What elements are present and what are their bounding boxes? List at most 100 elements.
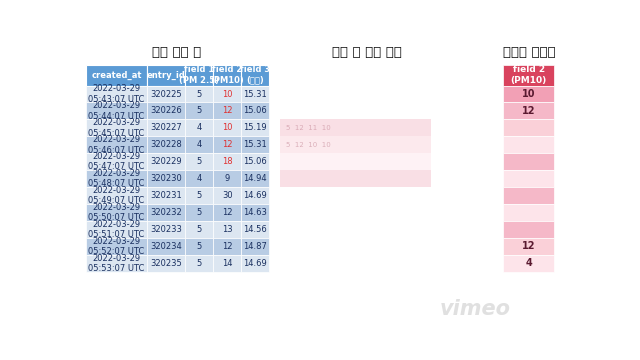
Bar (503, 136, 554, 153)
Bar (503, 103, 554, 120)
Bar (86, 153, 147, 170)
Text: 320235: 320235 (150, 259, 182, 268)
Text: 320230: 320230 (150, 174, 182, 183)
Text: 5: 5 (196, 225, 202, 234)
Bar (241, 103, 269, 120)
Bar (186, 103, 213, 120)
Bar (241, 86, 269, 103)
Bar (241, 238, 269, 255)
Text: 12: 12 (522, 242, 536, 252)
Text: 보정된 데이터: 보정된 데이터 (503, 46, 556, 59)
Text: 14.56: 14.56 (243, 225, 267, 234)
Bar (186, 221, 213, 238)
Text: 14.69: 14.69 (243, 259, 267, 268)
Bar (213, 170, 241, 187)
Bar (213, 136, 241, 153)
Text: 320225: 320225 (150, 90, 182, 99)
Text: 15.31: 15.31 (243, 140, 267, 149)
Bar (86, 103, 147, 120)
Bar (213, 86, 241, 103)
Bar (241, 153, 269, 170)
Text: 4: 4 (196, 174, 202, 183)
Text: 5: 5 (196, 242, 202, 251)
Bar (86, 221, 147, 238)
Bar (147, 255, 186, 272)
Bar (213, 255, 241, 272)
Bar (186, 120, 213, 136)
Text: field 3
(온도): field 3 (온도) (240, 66, 270, 85)
Bar (147, 153, 186, 170)
Bar (280, 136, 431, 153)
Text: 320229: 320229 (150, 157, 182, 166)
Text: 14.69: 14.69 (243, 191, 267, 200)
Bar (241, 136, 269, 153)
Bar (503, 153, 554, 170)
Bar (213, 221, 241, 238)
Text: 30: 30 (222, 191, 232, 200)
Bar (186, 86, 213, 103)
Text: 14: 14 (222, 259, 232, 268)
Bar (503, 170, 554, 187)
Text: 320232: 320232 (150, 208, 182, 217)
Bar (147, 120, 186, 136)
Text: 10: 10 (222, 123, 232, 132)
Bar (241, 65, 269, 86)
Bar (241, 187, 269, 204)
Bar (186, 136, 213, 153)
Text: 2022-03-29
05:44:07 UTC: 2022-03-29 05:44:07 UTC (88, 101, 145, 121)
Text: 5: 5 (196, 157, 202, 166)
Bar (503, 86, 554, 103)
Text: 2022-03-29
05:43:07 UTC: 2022-03-29 05:43:07 UTC (88, 84, 145, 104)
Text: 4: 4 (525, 258, 532, 269)
Text: 12: 12 (222, 140, 232, 149)
Bar (86, 120, 147, 136)
Text: 14.94: 14.94 (243, 174, 267, 183)
Text: 15.31: 15.31 (243, 90, 267, 99)
Text: 2022-03-29
05:46:07 UTC: 2022-03-29 05:46:07 UTC (88, 135, 145, 154)
Bar (147, 238, 186, 255)
Text: 2022-03-29
05:51:07 UTC: 2022-03-29 05:51:07 UTC (88, 220, 145, 239)
Bar (147, 221, 186, 238)
Text: 2022-03-29
05:45:07 UTC: 2022-03-29 05:45:07 UTC (88, 118, 145, 138)
Text: 12: 12 (222, 242, 232, 251)
Bar (280, 170, 431, 187)
Bar (280, 153, 431, 170)
Text: 320228: 320228 (150, 140, 182, 149)
Text: 12: 12 (222, 208, 232, 217)
Text: entry_id: entry_id (147, 71, 186, 80)
Bar (213, 65, 241, 86)
Bar (213, 103, 241, 120)
Text: 10: 10 (522, 89, 536, 99)
Bar (86, 187, 147, 204)
Text: 15.06: 15.06 (243, 157, 267, 166)
Text: 320227: 320227 (150, 123, 182, 132)
Text: 5: 5 (196, 208, 202, 217)
Bar (147, 103, 186, 120)
Bar (186, 204, 213, 221)
Text: 5  12  10  10: 5 12 10 10 (286, 142, 331, 148)
Bar (213, 187, 241, 204)
Text: 2022-03-29
05:48:07 UTC: 2022-03-29 05:48:07 UTC (88, 169, 145, 188)
Bar (503, 187, 554, 204)
Bar (503, 238, 554, 255)
Text: 5: 5 (196, 90, 202, 99)
Text: 18: 18 (222, 157, 232, 166)
Text: vimeo: vimeo (440, 299, 511, 319)
Bar (241, 204, 269, 221)
Text: 320231: 320231 (150, 191, 182, 200)
Bar (503, 120, 554, 136)
Bar (186, 153, 213, 170)
Bar (86, 170, 147, 187)
Bar (241, 120, 269, 136)
Bar (86, 255, 147, 272)
Bar (241, 255, 269, 272)
Text: field 2
(PM10): field 2 (PM10) (511, 66, 547, 85)
Text: 5: 5 (196, 259, 202, 268)
Bar (186, 255, 213, 272)
Text: 320233: 320233 (150, 225, 182, 234)
Bar (86, 238, 147, 255)
Bar (186, 170, 213, 187)
Text: 5  12  11  10: 5 12 11 10 (286, 125, 331, 131)
Bar (503, 221, 554, 238)
Bar (147, 204, 186, 221)
